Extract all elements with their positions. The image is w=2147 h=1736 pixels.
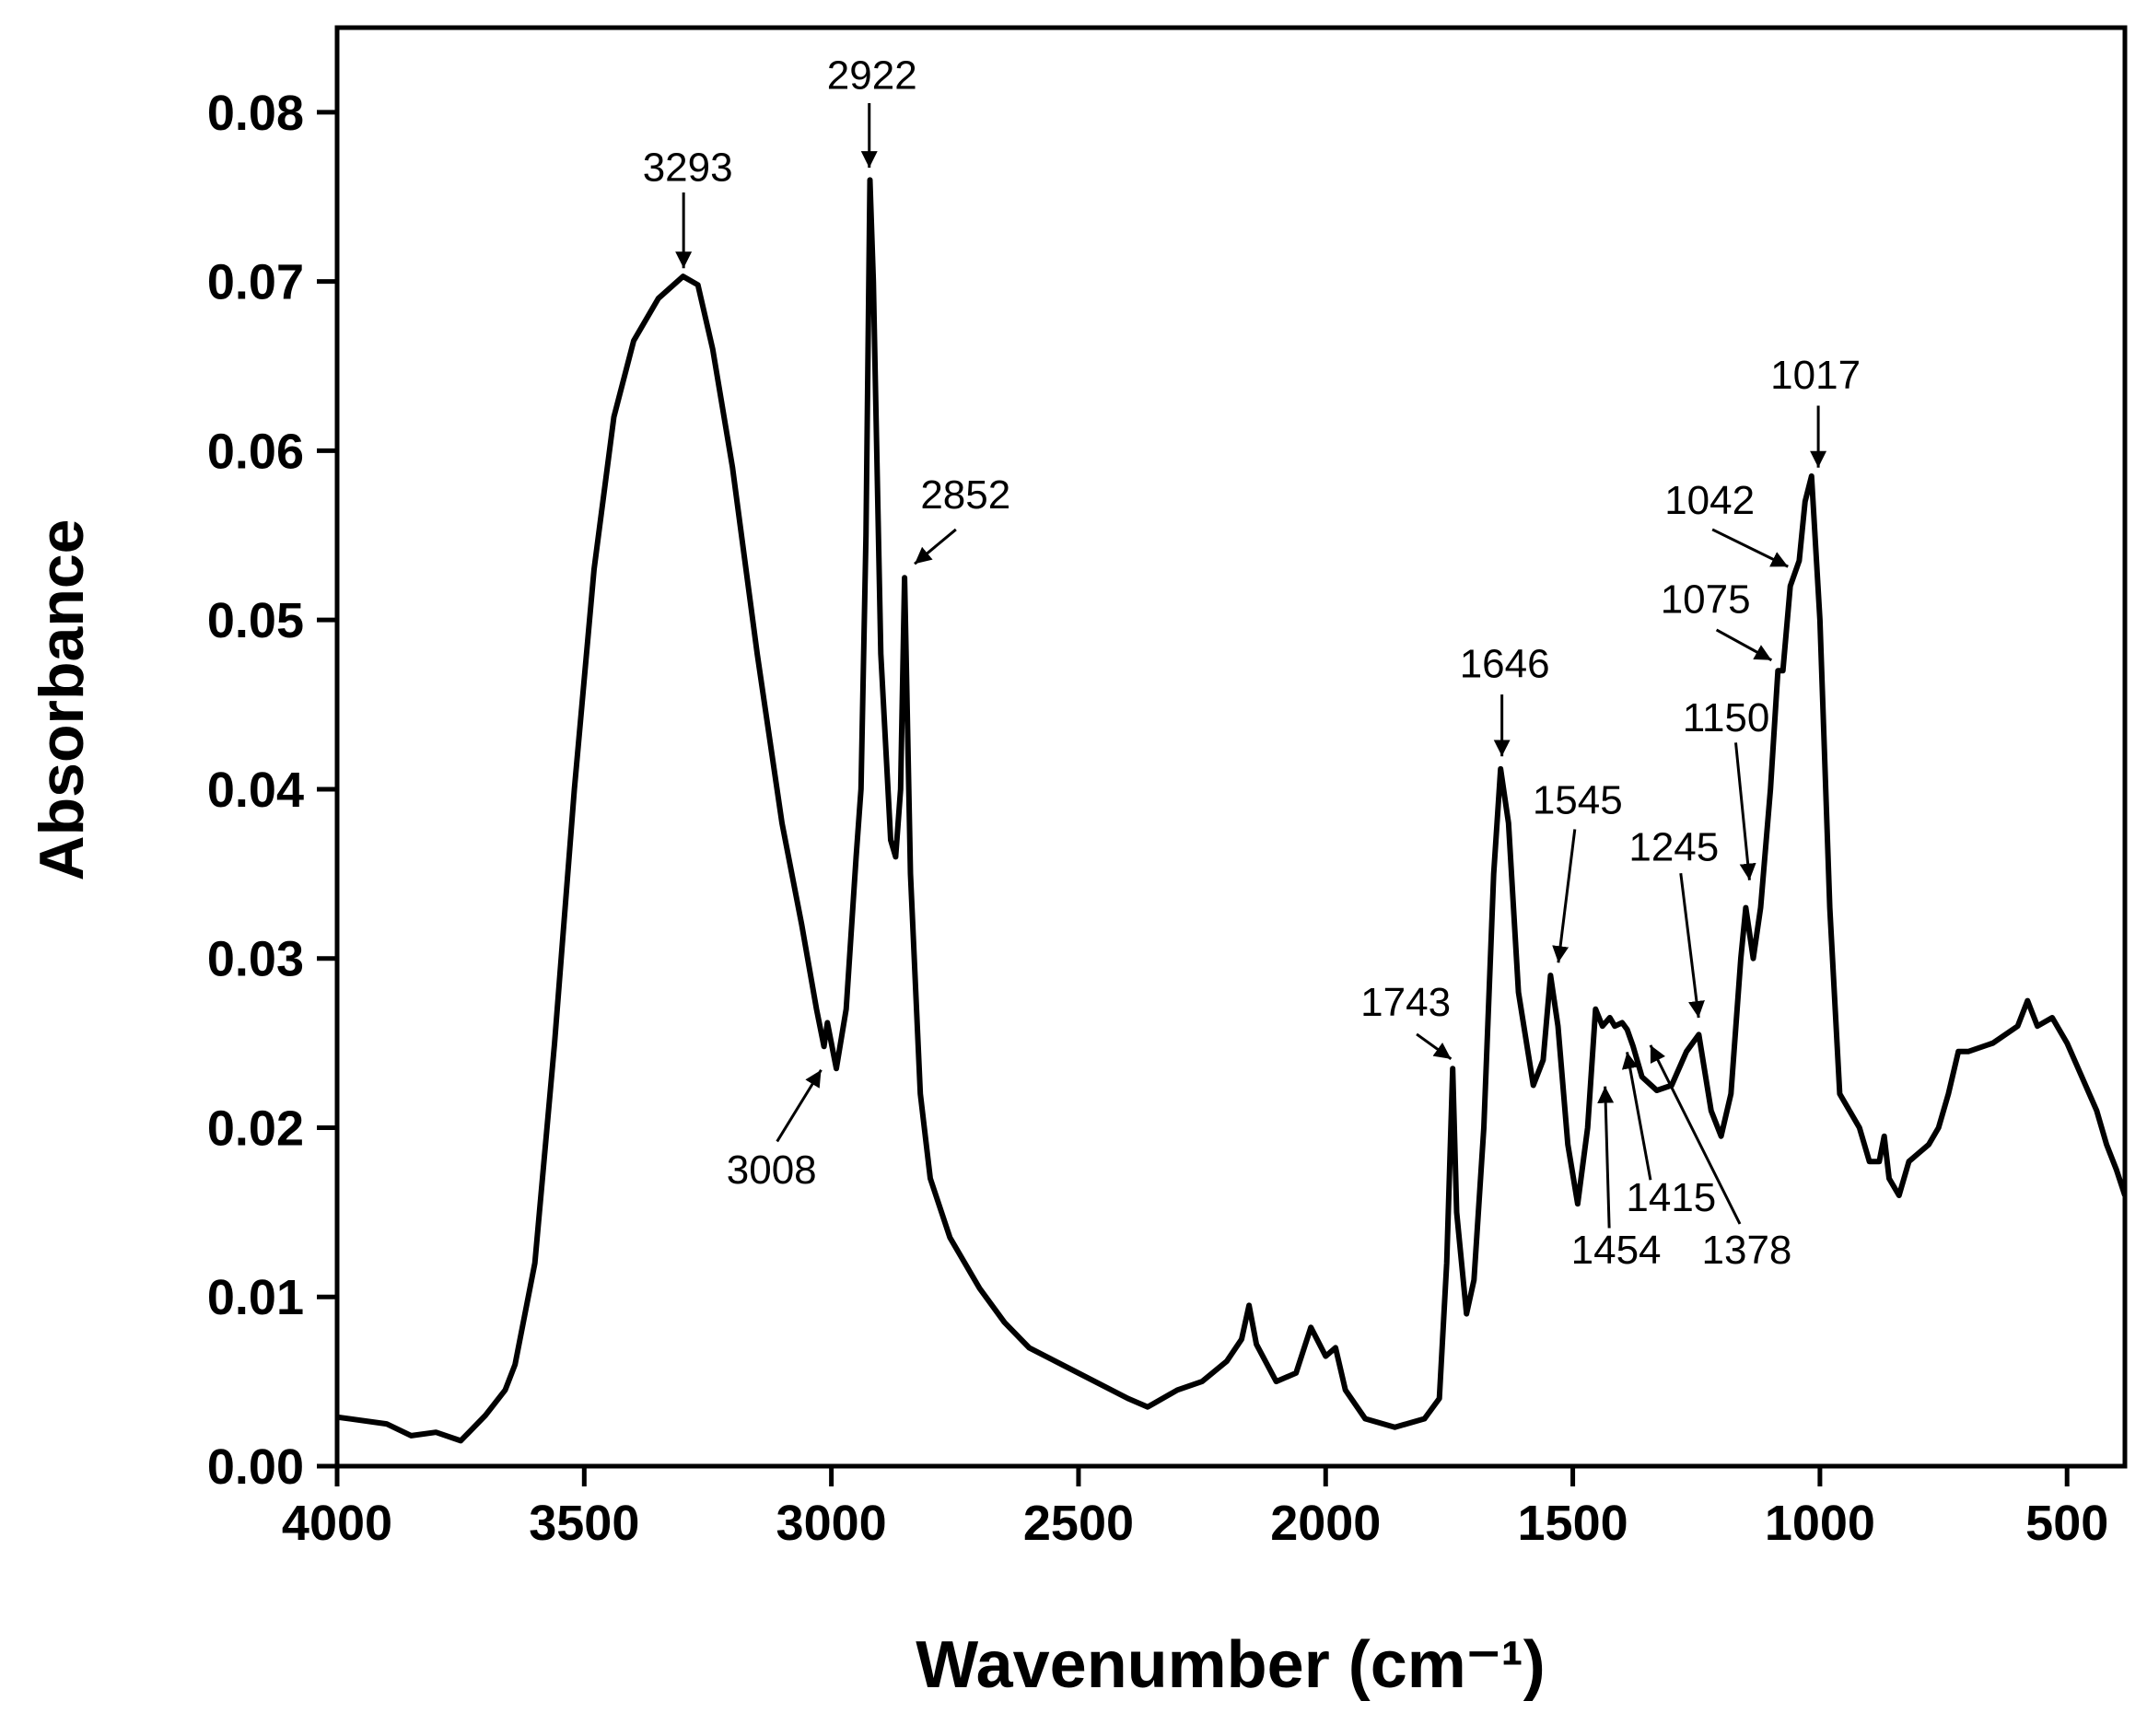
annotation-arrow (1734, 742, 1756, 880)
x-tick-label: 3500 (529, 1496, 639, 1551)
annotation-label: 3008 (727, 1148, 817, 1193)
annotation-arrow (1715, 628, 1773, 662)
y-tick-label: 0.06 (207, 424, 304, 479)
annotation-arrow (1416, 1032, 1453, 1061)
annotation-arrow (914, 528, 957, 565)
annotation-label: 1075 (1661, 577, 1751, 622)
y-tick-label: 0.00 (207, 1439, 304, 1495)
annotation-arrow (776, 1068, 823, 1143)
x-tick-label: 3000 (776, 1496, 887, 1551)
annotation-label: 1454 (1571, 1228, 1662, 1273)
y-axis-title: Absorbance (27, 519, 97, 881)
annotation-label: 1545 (1533, 777, 1623, 822)
annotation-arrow (1597, 1086, 1615, 1229)
annotation-label: 2852 (920, 472, 1010, 518)
annotation-arrow (1552, 829, 1577, 963)
x-tick-label: 4000 (282, 1496, 392, 1551)
spectrum-line (337, 177, 2125, 1444)
x-tick-label: 500 (2025, 1496, 2108, 1551)
x-tick-label: 2000 (1270, 1496, 1381, 1551)
annotation-label: 1415 (1626, 1175, 1716, 1220)
annotation-arrow (1711, 528, 1789, 568)
y-tick-label: 0.07 (207, 255, 304, 310)
annotation-label: 1743 (1360, 980, 1451, 1025)
x-tick-label: 1000 (1765, 1496, 1875, 1551)
annotation-label: 1017 (1770, 353, 1861, 398)
annotation-arrow (1649, 1044, 1742, 1225)
annotation-arrow (1679, 873, 1705, 1019)
x-tick-label: 2500 (1023, 1496, 1134, 1551)
annotation-label: 1042 (1664, 478, 1755, 523)
annotation-label: 1378 (1702, 1228, 1792, 1273)
annotation-label: 1150 (1683, 695, 1770, 740)
y-tick-label: 0.08 (207, 86, 304, 141)
annotation-label: 1245 (1628, 824, 1719, 869)
y-tick-label: 0.05 (207, 593, 304, 648)
x-tick-label: 1500 (1518, 1496, 1628, 1551)
y-tick-label: 0.01 (207, 1270, 304, 1325)
annotation-arrow (1621, 1052, 1652, 1181)
annotation-label: 2922 (827, 53, 917, 99)
plot-frame (334, 25, 2128, 1469)
annotation-label: 3293 (643, 146, 733, 191)
y-tick-label: 0.04 (207, 763, 304, 818)
y-tick-label: 0.02 (207, 1101, 304, 1156)
y-tick-label: 0.03 (207, 932, 304, 987)
annotation-label: 1646 (1460, 642, 1550, 687)
x-axis-title: Wavenumber (cm⁻¹) (916, 1628, 1545, 1702)
